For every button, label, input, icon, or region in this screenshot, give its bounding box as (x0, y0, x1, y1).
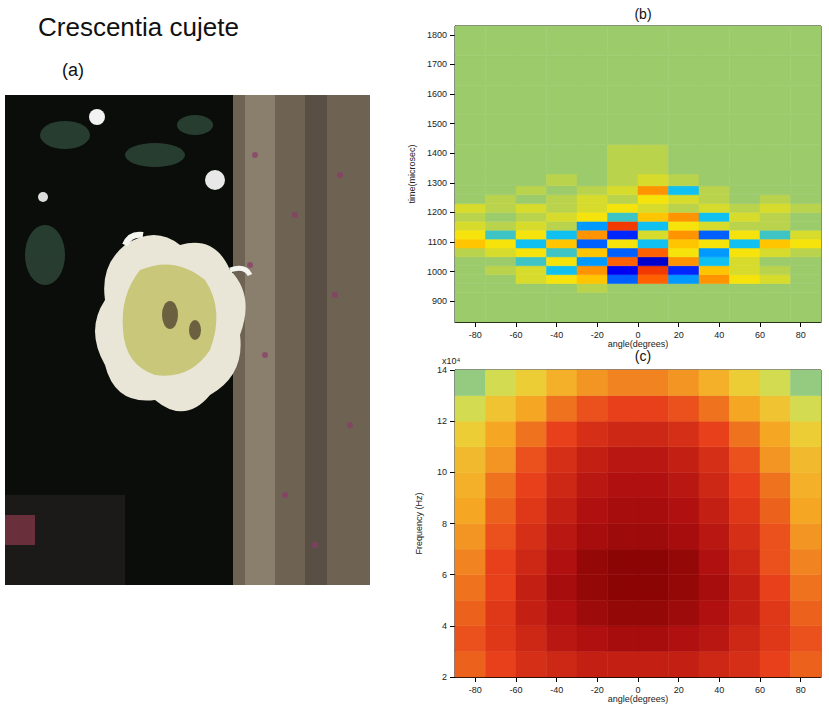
svg-text:40: 40 (714, 685, 724, 695)
svg-text:12: 12 (437, 416, 447, 426)
svg-text:Frequency (Hz): Frequency (Hz) (414, 492, 424, 554)
svg-text:1100: 1100 (428, 237, 447, 247)
svg-text:-80: -80 (469, 330, 482, 340)
svg-text:900: 900 (432, 296, 447, 306)
svg-text:1400: 1400 (427, 148, 447, 158)
svg-text:1000: 1000 (427, 267, 447, 277)
svg-text:1600: 1600 (427, 89, 447, 99)
svg-text:1200: 1200 (427, 207, 447, 217)
html-text:(a): (a) (62, 60, 84, 80)
svg-text:angle(degrees): angle(degrees) (608, 694, 669, 704)
svg-text:time(microsec): time(microsec) (407, 144, 417, 203)
svg-text:1700: 1700 (427, 59, 447, 69)
svg-text:80: 80 (796, 330, 806, 340)
svg-text:0: 0 (635, 685, 640, 695)
svg-text:(b): (b) (634, 6, 651, 22)
svg-text:8: 8 (442, 519, 447, 529)
svg-text:0: 0 (635, 330, 640, 340)
svg-text:x10⁴: x10⁴ (442, 356, 461, 366)
svg-text:-60: -60 (509, 685, 522, 695)
svg-text:60: 60 (755, 330, 765, 340)
svg-text:-40: -40 (550, 685, 563, 695)
svg-text:6: 6 (442, 570, 447, 580)
html-text:Crescentia cujete: Crescentia cujete (38, 12, 239, 42)
svg-text:-20: -20 (591, 685, 604, 695)
svg-text:-60: -60 (509, 330, 522, 340)
svg-text:20: 20 (674, 330, 684, 340)
svg-text:40: 40 (714, 330, 724, 340)
svg-text:angle(degrees): angle(degrees) (607, 339, 669, 350)
svg-text:-20: -20 (591, 330, 604, 340)
svg-text:4: 4 (442, 621, 447, 631)
svg-text:14: 14 (437, 365, 447, 375)
svg-text:1300: 1300 (427, 178, 447, 188)
svg-text:1500: 1500 (427, 119, 447, 129)
svg-text:10: 10 (437, 467, 447, 477)
svg-text:60: 60 (755, 685, 765, 695)
svg-text:2: 2 (442, 672, 447, 682)
svg-text:80: 80 (796, 685, 806, 695)
svg-text:20: 20 (674, 685, 684, 695)
svg-text:-80: -80 (469, 685, 482, 695)
svg-text:-40: -40 (550, 330, 563, 340)
svg-text:1800: 1800 (427, 30, 447, 40)
svg-text:(c): (c) (635, 348, 651, 364)
